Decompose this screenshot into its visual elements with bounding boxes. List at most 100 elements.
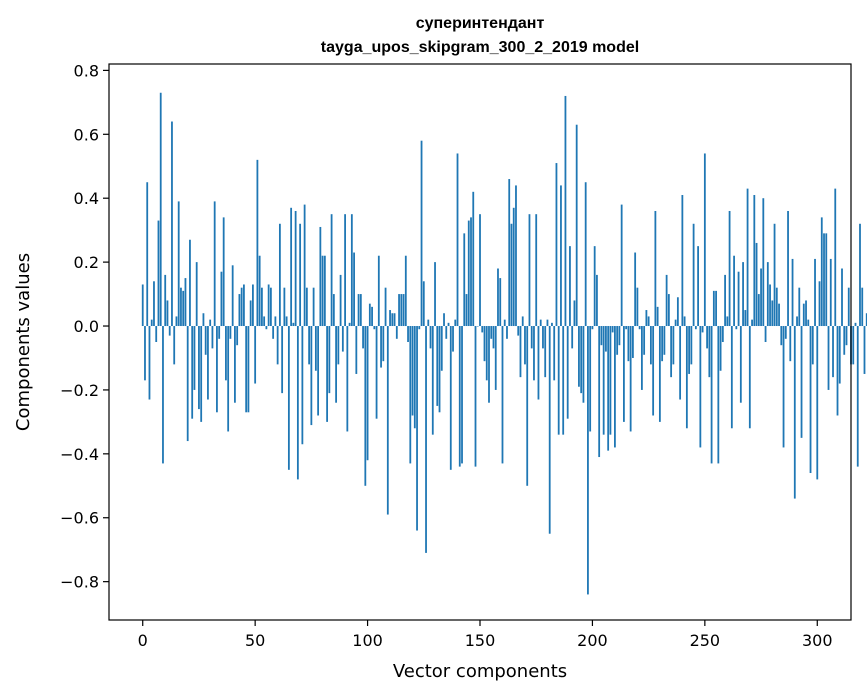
bar [510, 223, 513, 327]
bar [364, 326, 367, 486]
bar [782, 326, 785, 448]
bar [173, 326, 176, 365]
bar [229, 326, 232, 339]
bar [175, 316, 178, 327]
bar [832, 326, 834, 378]
bar [290, 207, 293, 327]
bar [778, 303, 780, 327]
bar [162, 326, 164, 464]
bars-group [141, 92, 867, 595]
bar [575, 124, 578, 327]
bar [247, 326, 250, 413]
chart-title: суперинтендант [416, 15, 545, 32]
bar [827, 326, 830, 390]
bar [672, 326, 675, 365]
bar [589, 326, 592, 432]
bar [398, 294, 400, 327]
bar [517, 326, 520, 336]
bar [269, 287, 272, 327]
y-axis-ticks: −0.8 −0.6 −0.4 −0.2 0.0 0.2 0.4 0.6 0.8 [60, 61, 109, 592]
y-tick-label: −0.2 [60, 381, 99, 400]
bar [184, 278, 187, 327]
bar [614, 326, 616, 448]
bar [784, 326, 787, 339]
bar [775, 287, 778, 327]
bar [440, 326, 443, 371]
bar [416, 326, 418, 531]
bar [166, 300, 169, 327]
bar [685, 326, 688, 429]
bar [144, 326, 146, 381]
bar [670, 326, 673, 378]
bar [593, 246, 596, 327]
bar [737, 271, 740, 327]
bar [571, 326, 574, 349]
bar [456, 153, 459, 327]
x-tick-label: 250 [690, 631, 721, 650]
bar [400, 294, 403, 327]
bar [355, 326, 358, 374]
bar [202, 313, 205, 327]
bar [694, 326, 697, 330]
bar [557, 326, 560, 435]
bar [800, 326, 803, 438]
bar [467, 220, 470, 327]
bar [344, 214, 346, 327]
bar [816, 326, 819, 480]
bar [243, 284, 245, 327]
bar [661, 326, 664, 362]
bar [177, 201, 180, 327]
bar [341, 326, 344, 352]
bar [508, 179, 511, 327]
bar [231, 265, 234, 327]
bar [805, 300, 807, 327]
bar [760, 268, 762, 327]
x-tick-label: 50 [245, 631, 265, 650]
bar [721, 326, 724, 342]
bar [234, 326, 236, 403]
bar [793, 326, 796, 499]
bar [843, 326, 846, 355]
bar [814, 258, 816, 327]
bar [524, 326, 526, 365]
x-axis-ticks: 0 50 100 150 200 250 300 [138, 620, 833, 650]
bar [807, 319, 810, 327]
bar [611, 326, 614, 333]
y-tick-label: 0.6 [74, 125, 99, 144]
bar [463, 233, 466, 327]
bar [647, 316, 650, 327]
bar [296, 326, 299, 480]
bar [472, 191, 475, 327]
bar [865, 313, 867, 327]
bar [598, 326, 601, 458]
bar [470, 217, 472, 327]
bar [715, 290, 717, 327]
bar [551, 322, 553, 327]
bar [667, 294, 670, 327]
bar [546, 319, 549, 327]
bar [382, 326, 385, 362]
bar [739, 326, 742, 403]
bar [623, 326, 625, 422]
bar [654, 210, 657, 327]
bar [712, 290, 715, 327]
bar [353, 252, 355, 327]
bar [847, 287, 850, 327]
bar [717, 326, 720, 464]
bar [267, 284, 270, 327]
bar [319, 226, 322, 327]
bar [285, 316, 288, 327]
bar [791, 258, 794, 327]
bar [186, 326, 189, 442]
bar [434, 262, 436, 327]
bar [564, 95, 567, 327]
bar [764, 326, 767, 342]
bar [409, 326, 412, 464]
bar [438, 326, 441, 413]
bar [681, 195, 684, 327]
bar [425, 326, 427, 553]
bar [539, 319, 542, 327]
bar [838, 326, 841, 384]
bar [395, 326, 398, 339]
bar [195, 262, 198, 327]
